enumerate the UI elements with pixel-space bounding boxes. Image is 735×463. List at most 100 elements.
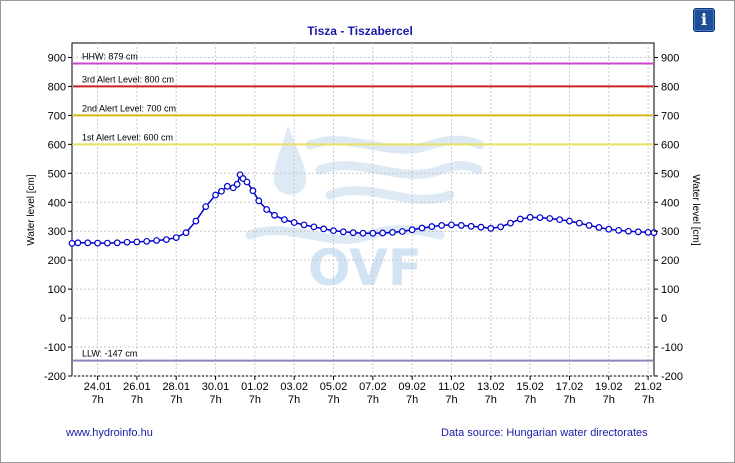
y-tick-label-left: 700: [48, 110, 66, 122]
data-point: [615, 226, 623, 234]
data-point: [605, 225, 613, 233]
y-tick-label-right: -100: [661, 342, 683, 354]
data-point: [172, 234, 180, 241]
y-tick-label-left: 200: [48, 255, 66, 267]
data-point: [438, 222, 446, 229]
x-tick-label-hour: 7h: [131, 394, 143, 406]
data-point: [233, 180, 241, 188]
x-tick-label-hour: 7h: [485, 394, 497, 406]
x-tick-label-hour: 7h: [524, 394, 536, 406]
website-link[interactable]: www.hydroinfo.hu: [65, 427, 153, 439]
data-point: [650, 229, 658, 237]
y-tick-label-left: 100: [48, 284, 66, 296]
y-tick-label-right: 0: [661, 313, 667, 325]
y-tick-label-right: 300: [661, 226, 679, 238]
data-point: [123, 238, 131, 246]
data-point: [271, 211, 278, 219]
data-point: [255, 197, 263, 205]
x-tick-label-date: 07.02: [359, 381, 387, 393]
data-point: [369, 229, 377, 237]
data-point: [162, 236, 170, 244]
y-tick-label-right: 700: [661, 110, 679, 122]
y-axis-left-title: Water level [cm]: [26, 174, 37, 246]
data-point: [497, 223, 505, 231]
x-tick-label-date: 21.02: [634, 381, 662, 393]
water-drop-shape: [273, 125, 307, 195]
data-point: [310, 223, 318, 231]
x-tick-label-date: 19.02: [595, 381, 623, 393]
grid: [72, 43, 654, 377]
x-tick-label-date: 17.02: [556, 381, 584, 393]
y-tick-label-left: 600: [48, 139, 66, 151]
data-point: [556, 216, 564, 224]
data-point: [223, 182, 231, 190]
data-point: [595, 224, 603, 231]
data-point: [153, 237, 160, 244]
x-tick-label-date: 13.02: [477, 381, 505, 393]
x-tick-label-hour: 7h: [603, 394, 615, 406]
data-point: [516, 215, 524, 223]
data-point: [408, 226, 416, 234]
data-point: [300, 221, 308, 229]
y-axis-left: -200 -100 0 100 200 300 400 500 600 700 800 900: [44, 52, 72, 383]
reference-line-label: HHW: 879 cm: [82, 52, 138, 62]
x-tick-label-date: 11.02: [438, 381, 465, 393]
data-point: [202, 203, 210, 211]
data-point: [320, 225, 328, 233]
data-point: [585, 222, 593, 229]
x-tick-label-hour: 7h: [642, 394, 654, 406]
data-point: [625, 227, 632, 235]
y-axis-right: -200 -100 0 100 200 300 400 500 600 700 800 900: [654, 52, 683, 383]
info-icon[interactable]: i: [693, 8, 715, 32]
series-group: [68, 171, 658, 247]
data-point: [182, 229, 190, 237]
data-point: [103, 239, 111, 247]
reference-line-label: 3rd Alert Level: 800 cm: [82, 74, 174, 84]
data-point: [94, 239, 101, 247]
data-point: [84, 239, 92, 247]
data-point: [546, 215, 554, 222]
x-tick-label-hour: 7h: [91, 394, 103, 406]
x-tick-label-date: 26.01: [123, 381, 151, 393]
data-point: [330, 227, 337, 235]
x-tick-label-date: 01.02: [241, 381, 269, 393]
data-point: [113, 239, 121, 247]
y-tick-label-right: 500: [661, 168, 679, 180]
data-point: [212, 191, 219, 199]
wave-shape: [325, 186, 455, 204]
x-axis: 24.017h26.017h28.017h30.017h01.027h03.02…: [84, 376, 662, 406]
data-point: [249, 187, 257, 195]
data-point: [218, 187, 225, 195]
data-point: [359, 229, 367, 237]
y-tick-label-left: 500: [48, 168, 66, 180]
data-point: [389, 228, 396, 236]
data-point: [339, 228, 347, 236]
y-tick-label-right: 600: [661, 139, 679, 151]
data-point: [418, 224, 426, 232]
x-tick-label-date: 05.02: [320, 381, 348, 393]
y-tick-label-right: -200: [661, 371, 683, 383]
data-point: [487, 224, 495, 232]
reference-line-label: 1st Alert Level: 600 cm: [82, 132, 173, 142]
x-tick-label-hour: 7h: [170, 394, 182, 406]
data-point: [644, 228, 652, 236]
data-point: [379, 229, 387, 237]
x-tick-label-hour: 7h: [288, 394, 300, 406]
wave-shape: [305, 135, 485, 154]
x-tick-label-date: 30.01: [202, 381, 230, 393]
y-tick-label-left: 0: [60, 313, 66, 325]
x-tick-label-hour: 7h: [445, 394, 457, 406]
reference-lines: HHW: 879 cm 3rd Alert Level: 800 cm 2nd Al…: [73, 52, 653, 362]
x-tick-label-hour: 7h: [367, 394, 379, 406]
x-tick-label-date: 24.01: [84, 381, 112, 393]
watermark-text: OVF: [308, 239, 422, 297]
y-tick-label-left: 900: [48, 52, 66, 64]
plot-area: [71, 42, 655, 377]
data-point: [243, 178, 251, 186]
data-point: [398, 228, 406, 235]
data-point: [536, 214, 544, 222]
data-point: [457, 222, 465, 229]
y-tick-label-left: 300: [48, 226, 66, 238]
data-point: [192, 217, 200, 225]
